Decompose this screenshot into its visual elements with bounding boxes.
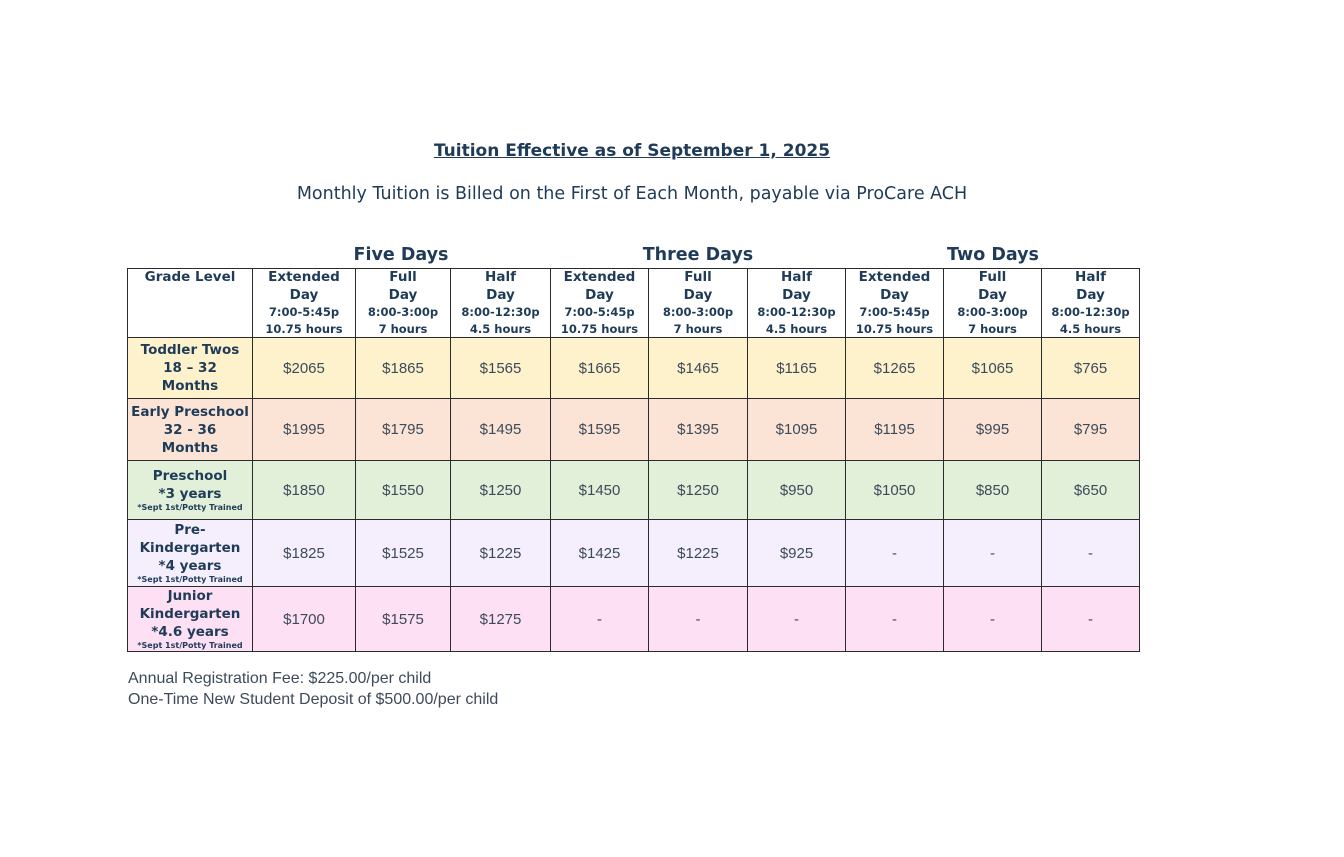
grade-cell: Early Preschool 32 - 36 Months: [127, 398, 253, 461]
table-row: Early Preschool 32 - 36 Months $1995 $1795…: [127, 398, 1140, 461]
tuition-table: Grade Level Extended Day 7:00-5:45p 10.75 h…: [127, 268, 1140, 652]
price-cell: $1165: [747, 337, 846, 399]
price-cell: -: [943, 519, 1042, 587]
grade-cell: Toddler Twos 18 – 32 Months: [127, 337, 253, 399]
price-cell: $2065: [252, 337, 356, 399]
price-cell: -: [1041, 586, 1140, 652]
price-cell: $795: [1041, 398, 1140, 461]
table-row: Junior Kindergarten *4.6 years *Sept 1st/Po…: [127, 586, 1140, 652]
price-cell: $1050: [845, 460, 944, 520]
document-subtitle: Monthly Tuition is Billed on the First o…: [296, 184, 968, 204]
group-two-days: Two Days: [947, 245, 1039, 265]
column-header: Extended Day 7:00-5:45p 10.75 hours: [845, 268, 944, 338]
price-cell: $1495: [450, 398, 551, 461]
price-cell: $1095: [747, 398, 846, 461]
price-cell: $1550: [355, 460, 451, 520]
price-cell: $1225: [648, 519, 748, 587]
price-cell: $1265: [845, 337, 944, 399]
price-cell: $1065: [943, 337, 1042, 399]
price-cell: $1850: [252, 460, 356, 520]
grade-note: *Sept 1st/Potty Trained: [137, 503, 243, 512]
price-cell: -: [648, 586, 748, 652]
price-cell: $850: [943, 460, 1042, 520]
price-cell: $765: [1041, 337, 1140, 399]
table-row: Pre- Kindergarten *4 years *Sept 1st/Potty …: [127, 519, 1140, 587]
price-cell: $1995: [252, 398, 356, 461]
document-title: Tuition Effective as of September 1, 202…: [433, 141, 831, 161]
price-cell: $1250: [450, 460, 551, 520]
price-cell: -: [943, 586, 1042, 652]
price-cell: $1275: [450, 586, 551, 652]
price-cell: -: [747, 586, 846, 652]
grade-cell: Junior Kindergarten *4.6 years *Sept 1st/Po…: [127, 586, 253, 652]
price-cell: $1565: [450, 337, 551, 399]
price-cell: -: [1041, 519, 1140, 587]
price-cell: $1825: [252, 519, 356, 587]
column-header: Half Day 8:00-12:30p 4.5 hours: [450, 268, 551, 338]
column-header: Full Day 8:00-3:00p 7 hours: [943, 268, 1042, 338]
column-header: Extended Day 7:00-5:45p 10.75 hours: [252, 268, 356, 338]
grade-cell: Pre- Kindergarten *4 years *Sept 1st/Potty …: [127, 519, 253, 587]
grade-level-header: Grade Level: [127, 268, 253, 338]
grade-note: *Sept 1st/Potty Trained: [137, 575, 243, 584]
price-cell: $1795: [355, 398, 451, 461]
column-header: Extended Day 7:00-5:45p 10.75 hours: [550, 268, 649, 338]
table-row: Preschool *3 years *Sept 1st/Potty Trained…: [127, 460, 1140, 520]
price-cell: $1575: [355, 586, 451, 652]
price-cell: $650: [1041, 460, 1140, 520]
price-cell: $1225: [450, 519, 551, 587]
price-cell: $1395: [648, 398, 748, 461]
price-cell: $1465: [648, 337, 748, 399]
column-header: Full Day 8:00-3:00p 7 hours: [648, 268, 748, 338]
header-row: Grade Level Extended Day 7:00-5:45p 10.75 h…: [127, 268, 1140, 338]
price-cell: -: [550, 586, 649, 652]
price-cell: $1595: [550, 398, 649, 461]
price-cell: -: [845, 586, 944, 652]
price-cell: -: [845, 519, 944, 587]
grade-note: *Sept 1st/Potty Trained: [137, 641, 243, 650]
column-header: Half Day 8:00-12:30p 4.5 hours: [747, 268, 846, 338]
price-cell: $925: [747, 519, 846, 587]
price-cell: $995: [943, 398, 1042, 461]
deposit-note: One-Time New Student Deposit of $500.00/…: [128, 691, 499, 708]
column-header: Full Day 8:00-3:00p 7 hours: [355, 268, 451, 338]
registration-fee-note: Annual Registration Fee: $225.00/per chi…: [128, 670, 432, 687]
price-cell: $1195: [845, 398, 944, 461]
group-three-days: Three Days: [642, 245, 754, 265]
group-five-days: Five Days: [353, 245, 449, 265]
price-cell: $1700: [252, 586, 356, 652]
grade-cell: Preschool *3 years *Sept 1st/Potty Trained: [127, 460, 253, 520]
price-cell: $1865: [355, 337, 451, 399]
price-cell: $1665: [550, 337, 649, 399]
price-cell: $1425: [550, 519, 649, 587]
column-header: Half Day 8:00-12:30p 4.5 hours: [1041, 268, 1140, 338]
price-cell: $950: [747, 460, 846, 520]
price-cell: $1450: [550, 460, 649, 520]
table-row: Toddler Twos 18 – 32 Months $2065 $1865 $1…: [127, 337, 1140, 399]
price-cell: $1525: [355, 519, 451, 587]
price-cell: $1250: [648, 460, 748, 520]
